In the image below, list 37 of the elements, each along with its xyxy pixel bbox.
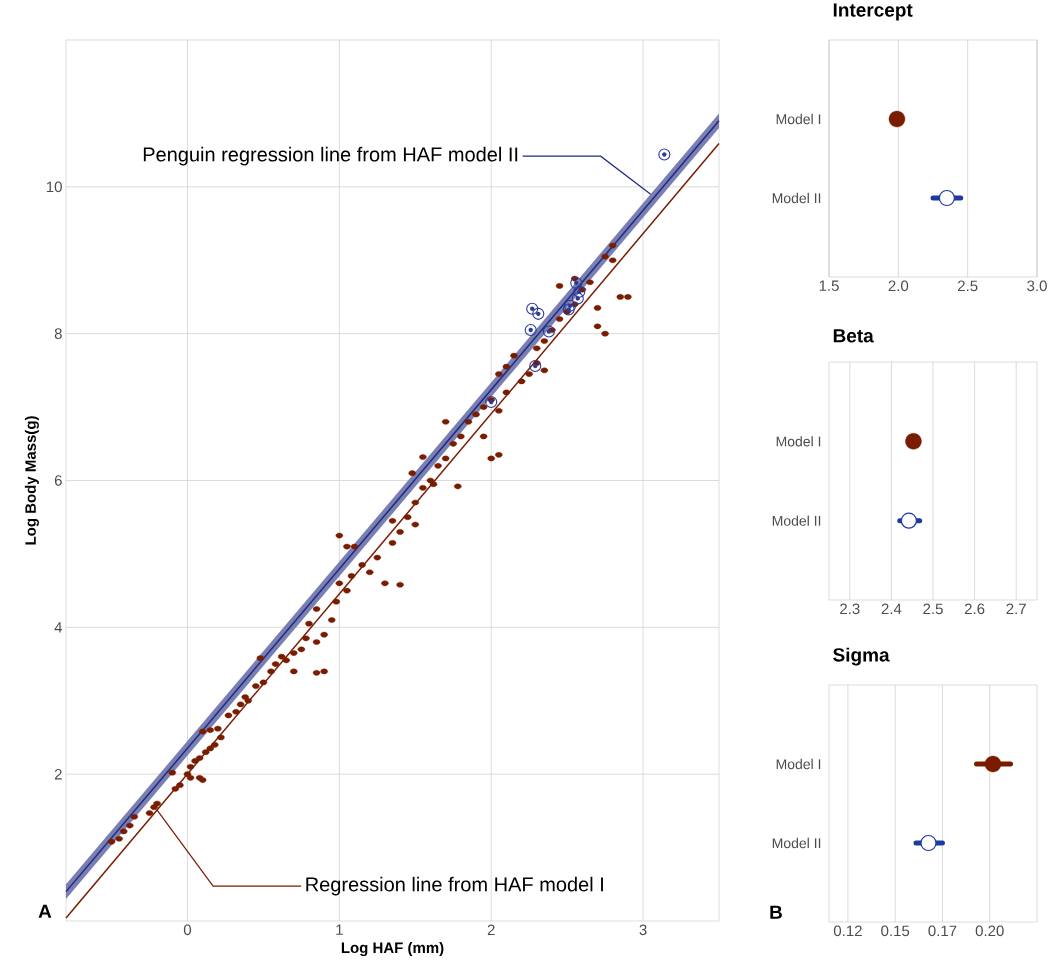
x-tick-label: 0.15 <box>881 925 910 937</box>
y-tick-label: Model I <box>776 436 821 447</box>
chart-title: Beta <box>833 329 874 343</box>
x-axis-title: Log HAF (mm) <box>341 942 444 957</box>
x-tick-label: 2.4 <box>881 603 902 615</box>
x-tick-label: 2.7 <box>1006 603 1026 615</box>
x-tick-label: 1.5 <box>819 280 839 291</box>
y-tick-label: 2 <box>54 768 62 780</box>
y-tick-label: Model II <box>772 837 821 849</box>
text: B <box>770 905 782 919</box>
y-tick-label: 4 <box>54 622 63 633</box>
y-tick-label: Model II <box>772 192 821 204</box>
x-tick-label: 2.0 <box>888 280 909 292</box>
annotation: Penguin regression line from HAF model II <box>143 146 518 166</box>
y-tick-label: Model I <box>776 758 821 770</box>
x-tick-label: 2 <box>487 924 495 936</box>
x-tick-label: 0 <box>183 924 192 936</box>
x-tick-label: 2.3 <box>840 603 860 615</box>
x-tick-label: 0.17 <box>928 925 957 937</box>
y-tick-label: 8 <box>54 328 62 339</box>
y-tick-label: Model I <box>776 113 821 125</box>
annotation: Regression line from HAF model I <box>306 876 603 896</box>
x-tick-label: 2.6 <box>964 603 985 615</box>
chart-title: Intercept <box>833 3 913 21</box>
x-tick-label: 1 <box>336 924 343 935</box>
y-axis-title: Log Body Mass(g) <box>24 416 39 545</box>
text: A <box>38 904 52 918</box>
x-tick-label: 3.0 <box>1027 280 1047 292</box>
y-tick-label: Model II <box>772 515 821 526</box>
x-tick-label: 2.5 <box>923 603 943 615</box>
y-tick-label: 6 <box>54 475 62 486</box>
x-tick-label: 0.12 <box>833 925 862 937</box>
chart-title: Sigma <box>833 647 890 666</box>
x-tick-label: 3 <box>639 924 647 936</box>
y-tick-label: 10 <box>46 181 62 193</box>
x-tick-label: 0.20 <box>975 925 1004 937</box>
x-tick-label: 2.5 <box>958 280 978 292</box>
